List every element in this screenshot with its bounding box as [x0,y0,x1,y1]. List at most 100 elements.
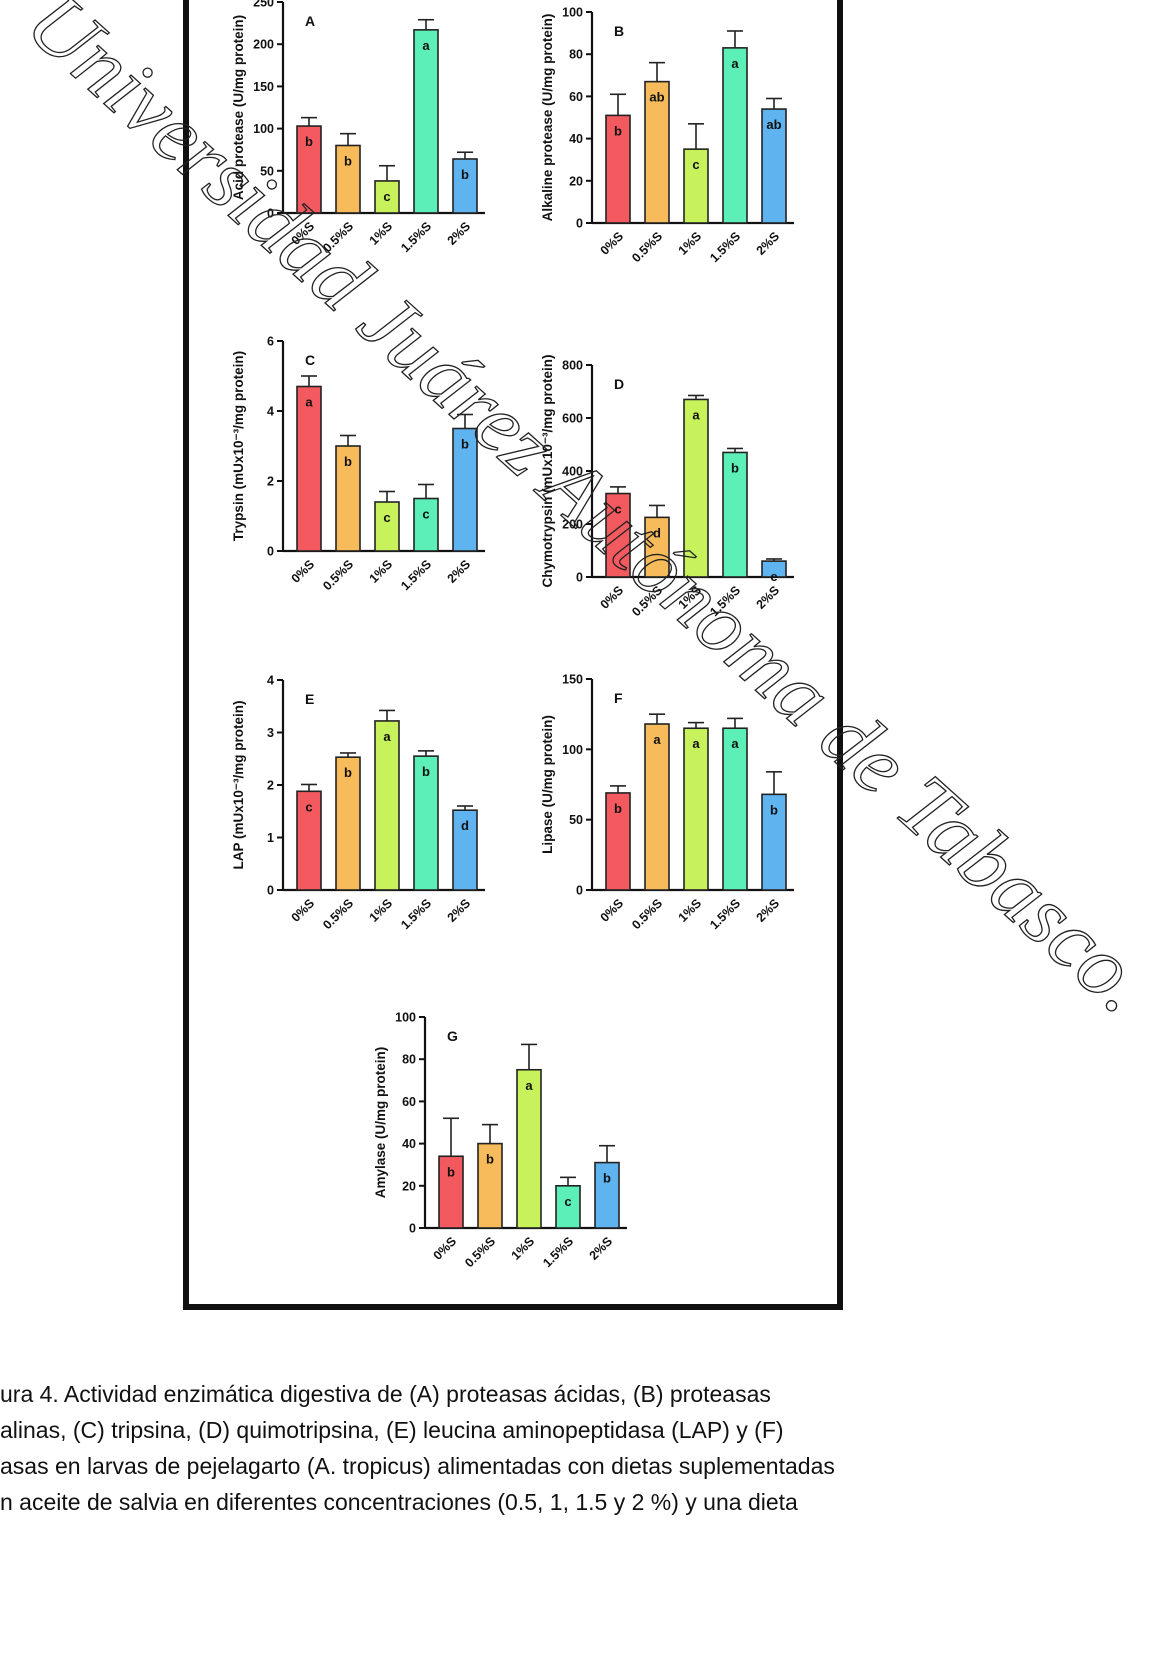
x-tick-label: 1.5%S [707,229,743,265]
significance-letter: a [525,1078,533,1093]
x-tick-label: 1.5%S [398,219,434,255]
y-tick-label: 100 [562,743,583,757]
y-tick-label: 100 [562,6,583,20]
significance-letter: b [614,801,622,816]
y-tick-label: 0 [267,545,274,559]
significance-letter: b [422,764,430,779]
y-tick-label: 0 [576,571,583,585]
y-axis-label: Amylase (U/mg protein) [373,1047,388,1199]
significance-letter: e [770,569,777,584]
y-tick-label: 40 [569,132,583,146]
bar [722,47,748,224]
x-tick-label: 2%S [754,896,783,925]
x-tick-label: 1%S [367,219,396,248]
bar [722,451,748,578]
x-tick-label: 0%S [289,557,318,586]
x-tick-label: 2%S [445,219,474,248]
y-tick-label: 20 [569,174,583,188]
y-axis-label: Alkaline protease (U/mg protein) [540,14,555,222]
significance-letter: a [692,736,700,751]
y-tick-label: 2 [267,475,274,489]
x-tick-label: 1.5%S [398,896,434,932]
bar [438,1155,464,1229]
x-tick-label: 0%S [289,219,318,248]
panel-letter: A [305,13,315,29]
x-tick-label: 2%S [445,557,474,586]
significance-letter: b [486,1152,494,1167]
bar [452,158,478,214]
chart-panel-d: 0 200 400 600 800 Chymotrypsin (mUx10⁻³/mg pr… [540,355,794,619]
x-tick-label: 2%S [754,583,783,612]
bar [452,427,478,552]
panel-letter: C [305,352,315,368]
panel-letter: D [614,376,624,392]
y-tick-label: 80 [569,48,583,62]
y-axis-label: LAP (mUx10⁻³/mg protein) [231,701,246,870]
y-tick-label: 60 [569,90,583,104]
y-tick-label: 400 [562,465,583,479]
y-tick-label: 100 [395,1011,416,1025]
significance-letter: b [344,765,352,780]
x-tick-label: 1%S [509,1234,538,1263]
y-tick-label: 100 [253,122,274,136]
bar [761,108,787,224]
y-tick-label: 800 [562,359,583,373]
significance-letter: a [422,38,430,53]
significance-letter: ab [649,90,664,105]
chart-panel-c: 0 2 4 6 Trypsin (mUx10⁻³/mg protein) Ca 0%S b 0.… [231,335,485,593]
chart-panel-f: 0 50 100 150 Lipase (U/mg protein) Fb 0%S a 0.5%… [540,673,794,932]
significance-letter: b [305,134,313,149]
x-tick-label: 1%S [676,583,705,612]
bar [374,180,400,214]
bar [296,385,322,552]
bar [644,723,670,891]
y-tick-label: 250 [253,0,274,10]
figure-caption: ura 4. Actividad enzimática digestiva de… [0,1376,1159,1520]
significance-letter: c [614,502,621,517]
caption-line-3: asas en larvas de pejelagarto (A. tropic… [0,1453,835,1479]
panel-letter: F [614,690,623,706]
bar [644,80,670,224]
bar [477,1142,503,1229]
significance-letter: a [653,732,661,747]
bar [605,492,631,578]
bar [722,727,748,891]
chart-panel-g: 0 20 40 60 80 100 Amylase (U/mg protein) Gb 0%S b… [373,1011,627,1270]
y-tick-label: 0 [576,217,583,231]
y-tick-label: 150 [253,80,274,94]
panel-letter: E [305,691,314,707]
x-tick-label: 0%S [598,896,627,925]
significance-letter: a [383,729,391,744]
significance-letter: d [461,818,469,833]
x-tick-label: 1%S [676,896,705,925]
y-tick-label: 20 [402,1179,416,1193]
chart-panel-e: 0 1 2 3 4 LAP (mUx10⁻³/mg protein) Ec 0%S b 0.5%S… [231,674,485,932]
y-tick-label: 0 [409,1222,416,1236]
caption-line-1: ura 4. Actividad enzimática digestiva de… [0,1381,771,1407]
x-tick-label: 1%S [676,229,705,258]
x-tick-label: 0.5%S [629,583,665,619]
significance-letter: c [305,799,312,814]
y-axis-label: Chymotrypsin (mUx10⁻³/mg protein) [540,355,555,588]
bar [605,792,631,891]
panel-letter: G [447,1028,458,1044]
significance-letter: b [447,1164,455,1179]
bar [555,1185,581,1229]
y-tick-label: 200 [253,38,274,52]
y-tick-label: 2 [267,779,274,793]
significance-letter: a [692,407,700,422]
x-tick-label: 0.5%S [320,557,356,593]
x-tick-label: 1.5%S [707,896,743,932]
x-tick-label: 1.5%S [707,583,743,619]
y-tick-label: 0 [267,884,274,898]
significance-letter: c [383,189,390,204]
bar [605,114,631,224]
y-tick-label: 50 [260,164,274,178]
y-tick-label: 0 [267,207,274,221]
significance-letter: d [653,525,661,540]
y-tick-label: 200 [562,518,583,532]
x-tick-label: 1.5%S [398,557,434,593]
bar [335,445,361,552]
significance-letter: b [731,460,739,475]
y-tick-label: 6 [267,335,274,349]
